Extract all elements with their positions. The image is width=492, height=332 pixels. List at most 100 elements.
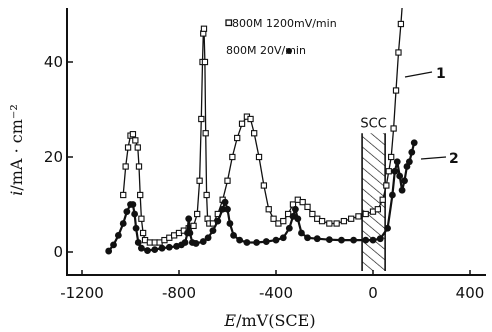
series-1-point bbox=[201, 58, 209, 66]
series-1-point bbox=[124, 144, 132, 151]
series-2-point bbox=[338, 236, 345, 244]
series-2-point bbox=[325, 236, 333, 244]
series-1-point bbox=[390, 125, 397, 132]
series-2-point bbox=[279, 234, 287, 242]
series-1-point bbox=[229, 153, 236, 161]
series-2-point bbox=[410, 139, 418, 147]
y-axis-title-units: /mA · cm⁻² bbox=[7, 104, 26, 190]
series-1 bbox=[120, 8, 405, 246]
series-2-point bbox=[129, 201, 137, 208]
series-2-point bbox=[285, 224, 293, 232]
x-tick-label: 0 bbox=[368, 284, 378, 302]
series-1-point bbox=[304, 203, 311, 211]
y-tick-label: 0 bbox=[53, 243, 63, 261]
x-tick-label: -400 bbox=[259, 284, 293, 302]
series-2-point bbox=[221, 198, 229, 206]
series-1-point bbox=[355, 213, 362, 220]
series-1-point bbox=[318, 217, 326, 225]
curve-1-label: 1 bbox=[436, 66, 446, 82]
series-2-point bbox=[105, 247, 113, 255]
series-1-point bbox=[333, 220, 340, 227]
series-1-point bbox=[392, 87, 400, 94]
series-2 bbox=[105, 139, 418, 255]
series-2-point bbox=[199, 238, 207, 245]
series-1-point bbox=[203, 191, 210, 199]
series-2-point bbox=[186, 229, 194, 237]
series-1-point bbox=[132, 137, 139, 144]
series-2-point bbox=[292, 205, 299, 213]
series-2-point bbox=[350, 236, 357, 244]
series-1-point bbox=[224, 177, 231, 184]
series-1-point bbox=[265, 206, 272, 213]
series-1-point bbox=[120, 191, 127, 199]
series-2-point bbox=[214, 217, 222, 225]
series-1-point bbox=[270, 215, 277, 222]
series-1-point bbox=[309, 210, 316, 218]
series-1-point bbox=[138, 215, 145, 222]
x-axis-title: E/mV(SCE) bbox=[223, 311, 315, 330]
series-2-point bbox=[185, 215, 193, 223]
series-1-point bbox=[374, 206, 381, 213]
x-tick-label: -800 bbox=[162, 284, 196, 302]
series-2-point bbox=[369, 236, 377, 244]
series-2-point bbox=[362, 236, 370, 244]
series-1-point bbox=[397, 20, 405, 28]
series-2-point bbox=[408, 148, 416, 156]
series-2-point bbox=[398, 186, 406, 194]
series-2-point bbox=[204, 234, 212, 242]
x-ticks: -1200 -800 -400 0 400 bbox=[60, 270, 484, 302]
series-2-point bbox=[384, 224, 391, 232]
series-1-point bbox=[348, 215, 355, 222]
legend-marker-filled-circle bbox=[286, 48, 292, 54]
series-1-point bbox=[299, 198, 306, 206]
series-2-point bbox=[114, 231, 122, 239]
series-1-point bbox=[388, 153, 395, 161]
series-2-point bbox=[405, 158, 413, 166]
series-2-point bbox=[243, 239, 251, 246]
series-2-point bbox=[262, 238, 270, 245]
series-2-point bbox=[253, 239, 260, 246]
series-1-point bbox=[198, 115, 205, 123]
series-2-point bbox=[209, 227, 217, 235]
series-2-point bbox=[134, 239, 142, 246]
series-2-point bbox=[181, 239, 189, 246]
series-1-point bbox=[340, 217, 348, 225]
y-tick-label: 40 bbox=[44, 53, 63, 71]
series-2-point bbox=[192, 240, 200, 247]
curve-1-leader bbox=[404, 71, 433, 78]
series-2-point bbox=[389, 191, 396, 199]
series-1-point bbox=[383, 182, 390, 189]
x-tick-label: 400 bbox=[456, 284, 485, 302]
y-ticks: 0 20 40 bbox=[44, 53, 73, 261]
series-2-point bbox=[298, 229, 305, 237]
series-1-point bbox=[385, 168, 392, 175]
series-2-point bbox=[138, 244, 145, 252]
x-axis-title-symbol: E bbox=[223, 311, 236, 330]
series-2-point bbox=[396, 172, 404, 180]
series-2-point bbox=[158, 244, 166, 252]
scc-label: SCC bbox=[360, 116, 386, 131]
legend-series-1-label: 800M 1200mV/min bbox=[232, 17, 337, 30]
series-1-point bbox=[326, 220, 333, 227]
x-tick-label: -1200 bbox=[60, 284, 104, 302]
series-1-point bbox=[255, 153, 263, 161]
series-2-point bbox=[230, 231, 237, 239]
series-2-point bbox=[313, 235, 321, 243]
series-1-point bbox=[196, 177, 203, 184]
series-1-point bbox=[122, 163, 129, 170]
series-1-point bbox=[137, 191, 144, 199]
series-2-point bbox=[219, 205, 227, 213]
series-2-point bbox=[165, 243, 173, 251]
series-1-point bbox=[260, 182, 268, 189]
series-2-point bbox=[391, 167, 399, 175]
y-axis-title-symbol: i bbox=[7, 191, 26, 196]
series-2-point bbox=[376, 235, 384, 243]
legend-series-2-label: 800M 20V/min bbox=[226, 44, 306, 57]
series-1-point bbox=[362, 210, 369, 218]
series-2-point bbox=[236, 236, 244, 244]
legend: 800M 1200mV/min 800M 20V/min bbox=[225, 17, 337, 57]
series-layer bbox=[105, 8, 418, 255]
curve-2-leader bbox=[420, 156, 447, 160]
series-2-point bbox=[110, 241, 117, 249]
